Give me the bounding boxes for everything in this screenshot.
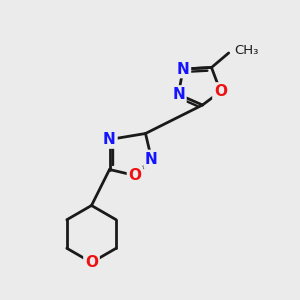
Text: N: N bbox=[172, 87, 185, 102]
Text: N: N bbox=[145, 152, 158, 166]
Text: N: N bbox=[177, 61, 189, 76]
Text: O: O bbox=[85, 255, 98, 270]
Text: O: O bbox=[128, 168, 142, 183]
Text: O: O bbox=[214, 84, 227, 99]
Text: CH₃: CH₃ bbox=[234, 44, 259, 57]
Text: N: N bbox=[103, 132, 116, 147]
